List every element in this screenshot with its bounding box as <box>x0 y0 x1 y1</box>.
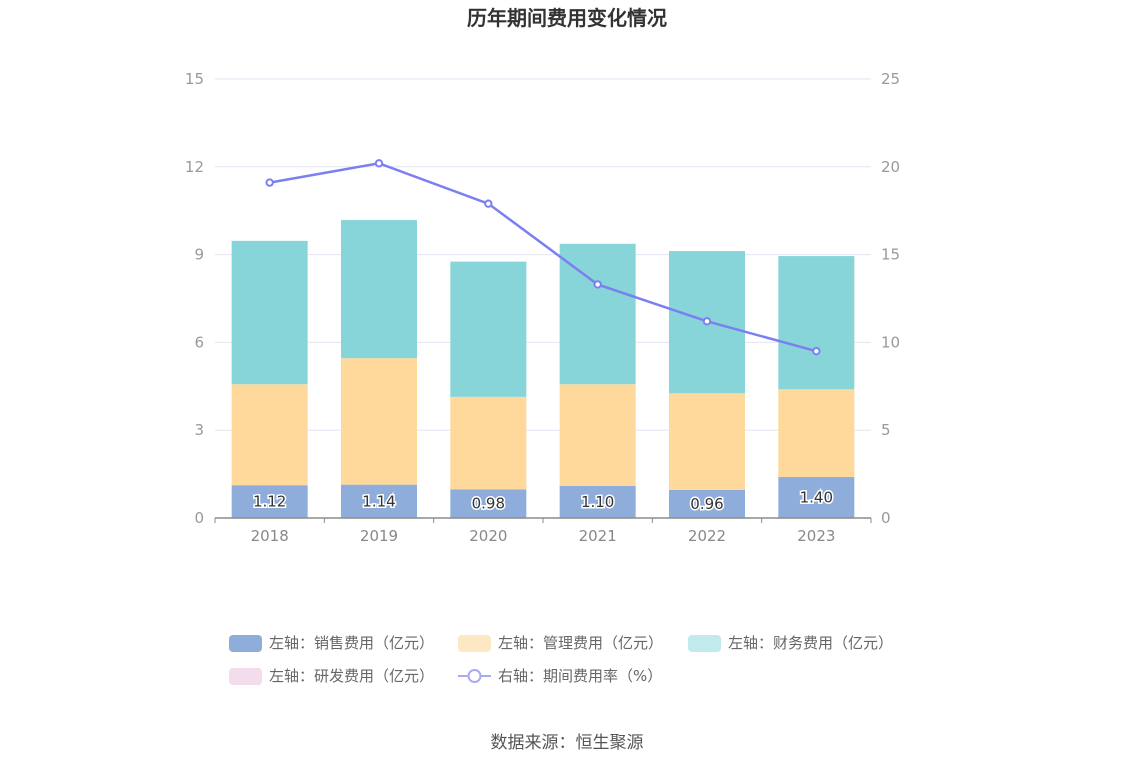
data-label: 1.12 <box>253 493 286 511</box>
bar-segment <box>231 240 308 385</box>
x-axis-tick: 2020 <box>469 527 507 545</box>
data-label: 0.96 <box>690 495 723 513</box>
line-point <box>374 159 384 168</box>
bar-segment <box>669 489 745 518</box>
legend-swatch <box>229 635 262 652</box>
bar-segment <box>450 489 527 518</box>
data-labels: 1.12 1.14 0.98 1.10 0.96 1.40 <box>251 487 834 514</box>
x-axis-tick: 2022 <box>688 527 726 545</box>
line-point <box>265 178 274 187</box>
chart-title: 历年期间费用变化情况 <box>467 6 667 30</box>
line-point <box>484 199 493 208</box>
x-axis-tick: 2023 <box>797 527 835 545</box>
left-axis-tick: 15 <box>185 70 204 88</box>
right-axis-tick: 20 <box>881 158 900 176</box>
bar-segment <box>559 384 636 486</box>
bar-segment <box>231 384 308 486</box>
bar-segment <box>778 256 855 390</box>
legend-label: 右轴：期间费用率（%） <box>498 667 662 685</box>
bar-segment <box>778 477 855 518</box>
bar-segment <box>450 396 527 490</box>
left-axis-tick: 6 <box>194 333 204 351</box>
right-axis-tick: 10 <box>881 333 900 351</box>
legend-item[interactable]: 左轴：管理费用（亿元） <box>458 634 663 652</box>
legend-item[interactable]: 右轴：期间费用率（%） <box>458 667 662 685</box>
bar-segment <box>231 485 308 518</box>
line-point <box>593 280 602 289</box>
legend-swatch <box>688 635 721 652</box>
legend-item[interactable]: 左轴：研发费用（亿元） <box>229 667 434 685</box>
legend-item[interactable]: 左轴：财务费用（亿元） <box>688 634 893 652</box>
source-text: 数据来源：恒生聚源 <box>491 733 644 753</box>
x-axis-tick: 2021 <box>579 527 617 545</box>
bar-segment <box>450 261 527 397</box>
legend-label: 左轴：研发费用（亿元） <box>269 667 434 685</box>
data-label: 1.10 <box>581 493 614 511</box>
x-axis-tick: 2019 <box>360 527 398 545</box>
left-axis-tick: 0 <box>194 509 204 527</box>
left-axis-ticks: 0 3 6 9 12 15 <box>185 70 204 527</box>
line-point <box>812 346 821 356</box>
rate-line <box>269 161 817 353</box>
legend-item[interactable]: 左轴：销售费用（亿元） <box>229 634 434 652</box>
bar-segment <box>669 393 745 490</box>
right-axis-tick: 0 <box>881 509 891 527</box>
left-axis-tick: 9 <box>194 246 204 264</box>
legend-swatch <box>229 668 262 685</box>
bar-segment <box>559 485 636 518</box>
right-axis-ticks: 0 5 10 15 20 25 <box>881 70 900 527</box>
left-axis-tick: 12 <box>185 158 204 176</box>
data-label: 0.98 <box>472 495 505 513</box>
legend-marker <box>467 669 482 683</box>
bar-segment <box>341 484 417 518</box>
right-axis-tick: 15 <box>881 246 900 264</box>
data-label: 1.40 <box>800 489 833 507</box>
bar-series <box>231 220 855 518</box>
line-point <box>702 317 712 326</box>
x-axis-tick: 2018 <box>251 527 289 545</box>
x-axis-ticks: 2018 2019 2020 2021 2022 2023 <box>214 518 872 545</box>
legend: 左轴：销售费用（亿元） 左轴：管理费用（亿元） 左轴：财务费用（亿元） 左轴：研发费用… <box>229 634 893 685</box>
legend-label: 左轴：管理费用（亿元） <box>498 634 663 652</box>
bar-segment <box>341 358 417 485</box>
right-axis-tick: 25 <box>881 70 900 88</box>
grid-lines <box>215 78 871 431</box>
left-axis-tick: 3 <box>194 421 204 439</box>
line-series <box>265 159 821 356</box>
right-axis-tick: 5 <box>881 421 891 439</box>
legend-swatch <box>458 635 491 652</box>
bar-segment <box>341 220 417 359</box>
bar-segment <box>778 389 855 478</box>
legend-label: 左轴：销售费用（亿元） <box>269 634 434 652</box>
data-label: 1.14 <box>362 492 395 510</box>
legend-label: 左轴：财务费用（亿元） <box>728 634 893 652</box>
